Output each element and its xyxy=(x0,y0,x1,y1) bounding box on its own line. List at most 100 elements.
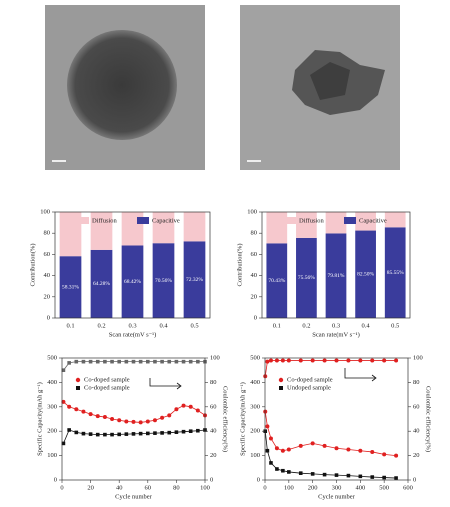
legend-label: Diffusion xyxy=(299,217,325,224)
y-tick-label: 80 xyxy=(251,230,258,237)
point xyxy=(268,358,273,363)
y-tick-label: 500 xyxy=(47,354,57,361)
arrows xyxy=(149,368,377,390)
y-axis-label: Specific Capacity(mAh g⁻¹) xyxy=(36,382,43,456)
y-tick-label: 400 xyxy=(250,379,260,386)
point xyxy=(322,443,327,448)
point xyxy=(188,404,193,409)
point xyxy=(110,432,114,437)
point xyxy=(117,432,121,437)
y2-tick-label: 80 xyxy=(210,379,217,386)
legend-swatch xyxy=(344,217,356,224)
point xyxy=(95,432,100,437)
point xyxy=(195,408,200,413)
plot-frame xyxy=(261,211,411,319)
y2-axis-label: Coulombic efficiency(%) xyxy=(425,386,432,452)
point xyxy=(370,358,375,363)
value-label: 58.31% xyxy=(62,284,79,290)
legend-label: Undoped sample xyxy=(287,384,331,391)
x-tick-label: 100 xyxy=(284,484,294,491)
y-tick-label: 40 xyxy=(44,272,51,279)
point xyxy=(265,424,270,429)
point xyxy=(124,359,129,364)
point xyxy=(160,359,164,364)
point xyxy=(174,359,179,364)
point xyxy=(274,358,279,363)
y2-tick-label: 100 xyxy=(413,354,423,361)
bar-segment xyxy=(325,233,347,318)
x-tick-label: 60 xyxy=(145,484,152,491)
y-axis-label: Specific Capacity(mAh g⁻¹) xyxy=(239,382,246,456)
value-label: 75.56% xyxy=(298,275,315,281)
point xyxy=(334,473,339,477)
point xyxy=(81,359,86,364)
x-axis-label: Scan rate(mV s⁻¹) xyxy=(312,331,360,338)
y-tick-label: 0 xyxy=(47,314,50,321)
y2-tick-label: 40 xyxy=(413,428,420,435)
point xyxy=(196,359,200,364)
y-tick-label: 200 xyxy=(47,428,57,435)
point xyxy=(275,467,279,471)
point xyxy=(74,430,79,435)
point xyxy=(188,429,193,433)
point xyxy=(138,431,143,436)
bar-segment xyxy=(296,237,317,318)
legend-marker xyxy=(76,386,80,390)
point xyxy=(110,359,114,364)
y-axis-label: Contribution(%) xyxy=(29,244,36,287)
y2-tick-label: 20 xyxy=(413,452,420,459)
point xyxy=(280,358,285,363)
legend-marker xyxy=(279,386,283,390)
point xyxy=(268,436,273,441)
x-tick-label: 100 xyxy=(200,484,210,491)
point xyxy=(334,446,339,451)
y-tick-label: 0 xyxy=(54,476,57,483)
point xyxy=(281,468,285,473)
y-tick-label: 300 xyxy=(47,403,57,410)
y-tick-label: 40 xyxy=(251,272,258,279)
point xyxy=(103,432,107,437)
x-tick-label: 0.3 xyxy=(332,322,340,329)
plot-frame xyxy=(264,357,409,481)
x-tick-label: 400 xyxy=(355,484,365,491)
point xyxy=(145,419,150,424)
y2-tick-label: 40 xyxy=(210,428,217,435)
point xyxy=(124,432,129,436)
legend-label: Co-doped sample xyxy=(84,384,130,391)
point xyxy=(110,417,115,421)
x-tick-label: 600 xyxy=(403,484,413,491)
bar-segment xyxy=(183,241,206,318)
y-tick-label: 100 xyxy=(250,452,260,459)
point xyxy=(298,471,303,475)
point xyxy=(286,447,291,452)
point xyxy=(265,448,270,453)
x-tick-label: 0.5 xyxy=(391,322,399,329)
bar-segment xyxy=(90,249,113,318)
x-tick-label: 0.1 xyxy=(273,322,281,329)
y2-tick-label: 60 xyxy=(210,403,217,410)
bar-segment xyxy=(183,212,206,242)
bar-segment xyxy=(121,245,144,318)
x-axis-label: Cycle number xyxy=(115,493,152,500)
point xyxy=(334,358,339,363)
point xyxy=(67,428,71,432)
y-tick-label: 100 xyxy=(247,208,257,215)
value-label: 70.43% xyxy=(268,278,285,284)
point xyxy=(153,359,157,364)
point xyxy=(138,420,143,425)
point xyxy=(138,359,143,364)
point xyxy=(394,476,398,480)
point xyxy=(298,443,303,448)
y2-tick-label: 0 xyxy=(413,476,416,483)
legend-marker xyxy=(75,377,81,383)
point xyxy=(146,431,150,436)
x-tick-label: 0.2 xyxy=(302,322,310,329)
point xyxy=(102,415,107,420)
y-tick-label: 60 xyxy=(251,251,258,258)
point xyxy=(269,461,273,465)
value-label: 72.32% xyxy=(186,277,203,283)
point xyxy=(61,399,66,404)
y-tick-label: 20 xyxy=(251,293,258,300)
point xyxy=(95,414,100,419)
x-tick-label: 0.1 xyxy=(66,322,74,329)
